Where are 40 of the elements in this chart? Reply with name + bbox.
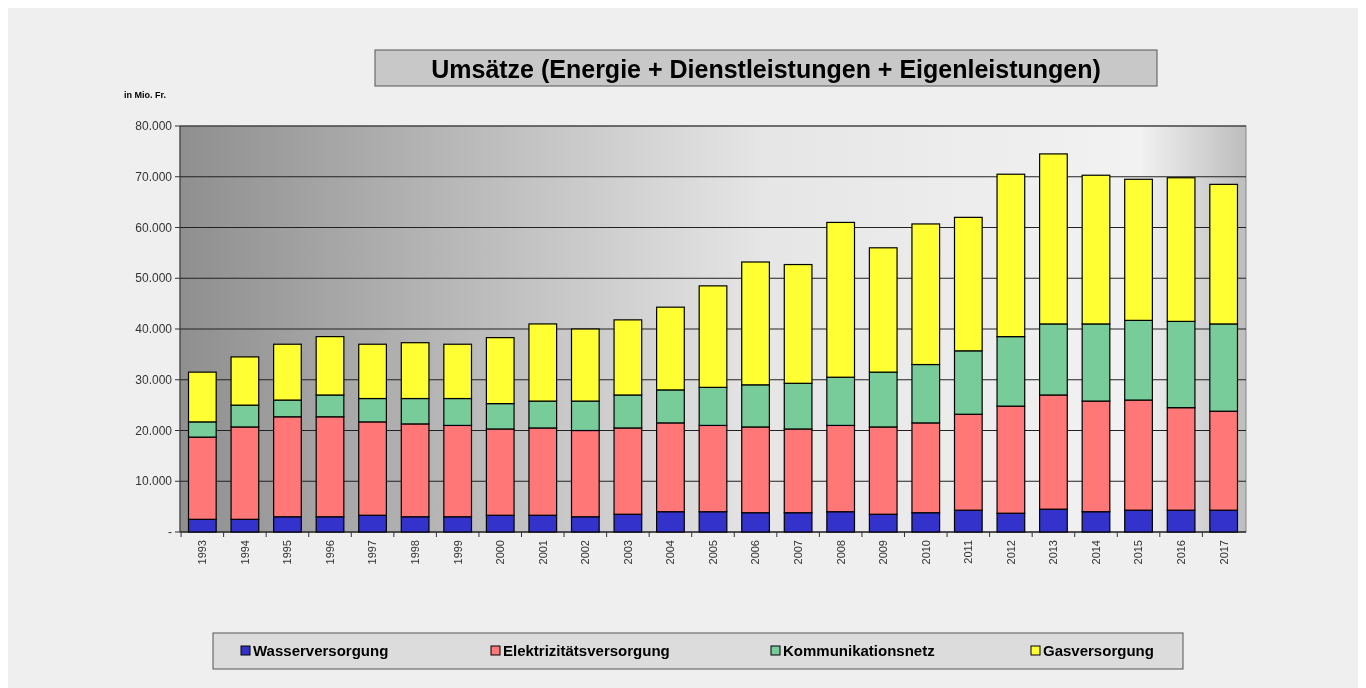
y-axis-title: in Mio. Fr. [124,90,166,100]
x-tick-label: 2003 [621,540,634,565]
x-tick-label: 2011 [962,540,975,564]
x-tick-label: 2013 [1047,540,1060,565]
x-tick-label: 1995 [281,540,294,565]
y-tick-label: - [168,525,172,540]
legend-label: Kommunikationsnetz [783,642,935,660]
x-tick-label: 2017 [1217,540,1230,565]
x-tick-label: 2008 [834,540,847,565]
y-tick-label: 10.000 [135,474,173,489]
x-tick-label: 2014 [1089,540,1102,565]
x-tick-label: 2010 [919,540,932,565]
x-tick-label: 1999 [451,540,464,565]
x-tick-label: 1998 [408,540,421,565]
y-tick-label: 60.000 [135,220,173,235]
y-tick-label: 80.000 [135,119,173,134]
x-tick-label: 1994 [238,540,251,565]
x-tick-label: 2006 [749,540,762,565]
x-tick-label: 1993 [196,540,209,565]
y-tick-label: 30.000 [135,372,173,387]
x-tick-label: 1996 [323,540,336,565]
x-tick-label: 2004 [664,540,677,565]
x-tick-label: 2001 [536,540,549,565]
legend-label: Gasversorgung [1043,642,1154,660]
x-tick-label: 2012 [1004,540,1017,565]
x-tick-label: 2000 [494,540,507,565]
y-tick-label: 20.000 [135,423,173,438]
x-tick-label: 2009 [877,540,890,565]
x-tick-label: 2002 [579,540,592,565]
legend-label: Wasserversorgung [253,642,389,660]
x-tick-label: 2016 [1174,540,1187,565]
x-tick-label: 1997 [366,540,379,565]
x-tick-label: 2007 [791,540,804,565]
y-tick-label: 70.000 [135,169,173,184]
legend-label: Elektrizitätsversorgung [503,642,670,660]
chart-title: Umsätze (Energie + Dienstleistungen + Eigenleistungen) [431,55,1101,83]
y-tick-label: 40.000 [135,322,173,337]
x-tick-label: 2015 [1132,540,1145,565]
y-tick-label: 50.000 [135,271,173,286]
x-tick-label: 2005 [706,540,719,565]
